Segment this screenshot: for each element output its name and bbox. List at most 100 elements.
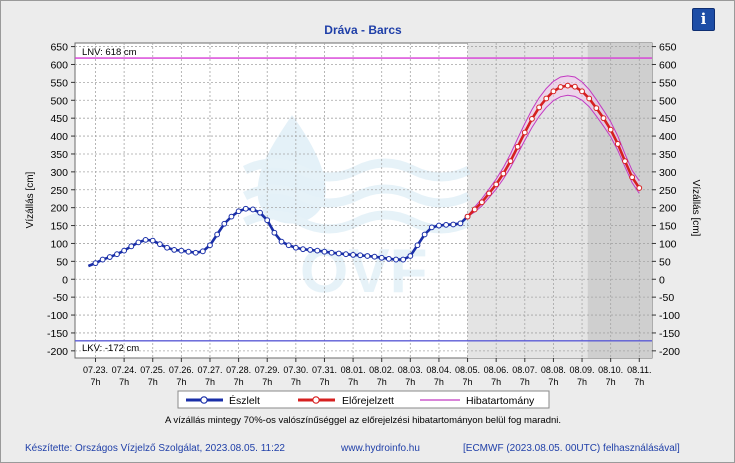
observed-point: [149, 237, 156, 244]
forecast-point: [493, 181, 500, 188]
x-tick-label-date: 07.24.: [112, 365, 137, 375]
reference-line-label: LKV: -172 cm: [82, 343, 139, 354]
observed-point: [414, 242, 421, 249]
observed-point: [271, 229, 278, 236]
x-tick-label-date: 07.25.: [140, 365, 165, 375]
observed-point: [321, 248, 328, 255]
y-tick-label-right: 50: [659, 256, 671, 268]
x-tick-label-hour: 7h: [148, 377, 158, 387]
observed-point: [400, 256, 407, 263]
y-tick-label-left: -50: [53, 292, 68, 304]
x-tick-label-date: 07.23.: [83, 365, 108, 375]
forecast-point: [478, 199, 485, 206]
x-tick-label-hour: 7h: [463, 377, 473, 387]
observed-point: [428, 224, 435, 231]
x-tick-label-hour: 7h: [520, 377, 530, 387]
observed-point: [350, 252, 356, 258]
x-tick-label-hour: 7h: [405, 377, 415, 387]
x-tick-label-date: 08.06.: [484, 365, 509, 375]
reference-line-label: LNV: 618 cm: [82, 47, 137, 58]
forecast-point: [464, 213, 471, 220]
y-tick-label-right: 500: [659, 95, 677, 107]
legend: Észlelt Előrejelzett Hibatartomány: [177, 390, 550, 409]
observed-point: [199, 248, 206, 255]
legend-label-observed: Észlelt: [229, 394, 260, 407]
error-band-upper: [467, 75, 640, 217]
grid: [75, 43, 652, 358]
x-tick-label-date: 07.28.: [226, 365, 251, 375]
x-tick-label-date: 08.01.: [341, 365, 366, 375]
observed-point: [235, 208, 242, 215]
y-tick-label-left: 650: [50, 42, 68, 54]
x-tick-label-hour: 7h: [434, 377, 444, 387]
forecast-point: [579, 88, 585, 95]
observed-point: [142, 236, 149, 243]
observed-point: [343, 251, 349, 258]
y-tick-label-left: -200: [47, 346, 68, 358]
footer-author: Készítette: Országos Vízjelző Szolgálat,…: [25, 443, 285, 454]
probability-note: A vízállás mintegy 70%-os valószínűségge…: [165, 415, 561, 426]
footer-source: [ECMWF (2023.08.05. 00UTC) felhasználásá…: [463, 443, 680, 454]
x-tick-label-hour: 7h: [205, 377, 215, 387]
forecast-point: [536, 104, 543, 111]
error-band: [467, 75, 640, 218]
observed-point: [106, 254, 113, 260]
y-tick-label-left: 600: [50, 59, 68, 71]
y-tick-label-left: 200: [50, 203, 68, 215]
observed-point: [171, 246, 178, 253]
x-tick-label-hour: 7h: [377, 377, 387, 387]
observed-point: [228, 213, 235, 220]
chart-title: Dráva - Barcs: [324, 23, 402, 37]
y-tick-label-left: 50: [56, 256, 68, 268]
forecast-point: [486, 190, 492, 197]
forecast-point: [593, 105, 600, 112]
x-tick-label-date: 08.05.: [455, 365, 480, 375]
y-tick-label-left: 550: [50, 77, 68, 89]
observed-point: [285, 242, 292, 249]
legend-item-forecast: Előrejelzett: [298, 395, 394, 407]
svg-text:OVF: OVF: [300, 237, 427, 306]
info-icon[interactable]: i: [692, 8, 715, 31]
x-tick-label-hour: 7h: [548, 377, 558, 387]
y-tick-label-right: 150: [659, 221, 677, 233]
observed-point: [264, 217, 271, 224]
observed-point: [393, 256, 399, 263]
y-tick-label-left: 350: [50, 149, 68, 161]
x-tick-label-date: 08.10.: [598, 365, 623, 375]
observed-point: [207, 242, 213, 249]
observed-point: [292, 244, 299, 251]
y-tick-label-right: -150: [659, 328, 680, 340]
forecast-point: [514, 143, 521, 150]
observed-point: [300, 246, 306, 253]
forecast-late-region: [587, 43, 652, 358]
forecast-point: [586, 95, 593, 102]
observed-point: [335, 250, 342, 257]
observed-point: [128, 243, 135, 250]
legend-label-forecast: Előrejelzett: [342, 395, 394, 407]
forecast-point: [636, 185, 643, 191]
forecast-point: [629, 174, 636, 181]
y-tick-label-right: 100: [659, 238, 677, 250]
forecast-point: [600, 115, 607, 122]
observed-point: [185, 248, 192, 255]
forecast-point: [607, 126, 614, 133]
x-tick-label-date: 08.08.: [541, 365, 566, 375]
y-tick-label-right: 550: [659, 77, 677, 89]
observed-point: [242, 205, 249, 212]
legend-item-observed: Észlelt: [186, 394, 260, 407]
legend-label-error-range: Hibatartomány: [466, 395, 535, 407]
y-tick-label-left: -100: [47, 310, 68, 322]
observed-point: [421, 231, 428, 238]
observed-point: [135, 239, 142, 246]
observed-point: [436, 222, 442, 229]
legend-item-error-range: Hibatartomány: [420, 395, 535, 407]
footer-website-link[interactable]: www.hydroinfo.hu: [340, 443, 420, 454]
x-tick-label-hour: 7h: [291, 377, 301, 387]
x-tick-label-hour: 7h: [90, 377, 100, 387]
x-tick-label-date: 07.30.: [283, 365, 308, 375]
y-tick-label-right: 400: [659, 131, 677, 143]
observed-point: [99, 256, 106, 263]
x-tick-label-date: 07.29.: [255, 365, 280, 375]
observed-point: [450, 221, 457, 228]
